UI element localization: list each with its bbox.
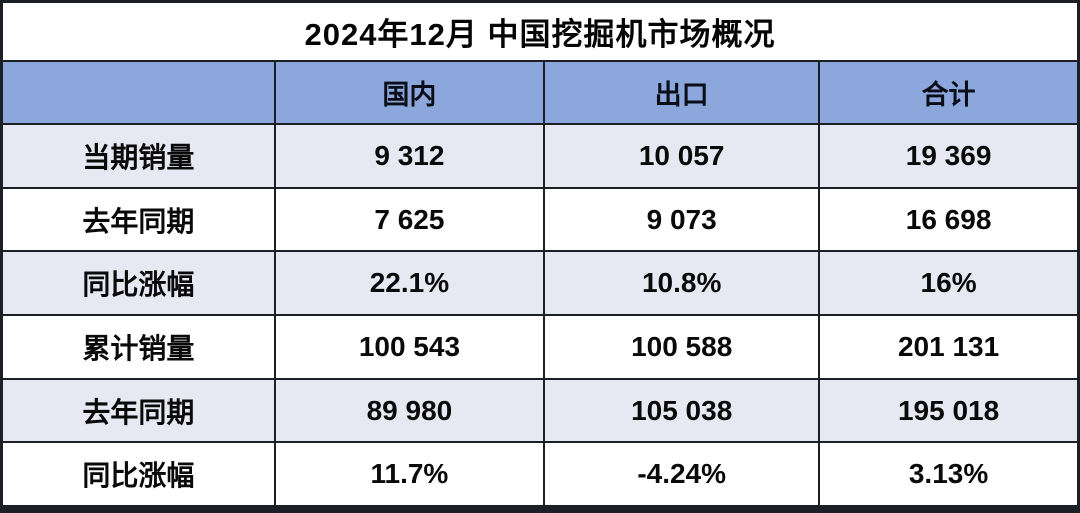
cell-total: 3.13% <box>818 443 1077 506</box>
row-label: 同比涨幅 <box>82 460 195 492</box>
table-title: 2024年12月 中国挖掘机市场概况 <box>304 17 776 52</box>
cell-domestic: 100 543 <box>273 316 544 378</box>
cell-total: 201 131 <box>818 316 1077 378</box>
row-label: 去年同期 <box>82 396 195 428</box>
cell-export: 100 588 <box>543 316 818 378</box>
row-label: 同比涨幅 <box>82 269 195 301</box>
row-label: 当期销量 <box>82 141 195 173</box>
table-row: 同比涨幅 11.7% -4.24% 3.13% <box>3 441 1077 506</box>
header-row: 国内 出口 合计 <box>3 62 1077 123</box>
data-table: 国内 出口 合计 当期销量 9 312 10 057 19 369 去年同期 7… <box>3 62 1077 506</box>
cell-domestic: 9 312 <box>273 125 544 187</box>
table-row: 累计销量 100 543 100 588 201 131 <box>3 314 1077 378</box>
row-label: 累计销量 <box>82 332 195 364</box>
cell-export: 10 057 <box>543 125 818 187</box>
table-row: 当期销量 9 312 10 057 19 369 <box>3 123 1077 187</box>
cell-export: 10.8% <box>543 252 818 315</box>
cell-domestic: 22.1% <box>273 252 544 315</box>
row-label: 去年同期 <box>82 205 195 237</box>
cell-total: 19 369 <box>818 125 1077 187</box>
column-header-export: 出口 <box>543 62 818 123</box>
cell-domestic: 7 625 <box>273 188 544 251</box>
cell-total: 16 698 <box>818 188 1077 251</box>
cell-export: -4.24% <box>543 443 818 506</box>
cell-total: 195 018 <box>818 379 1077 442</box>
cell-total: 16% <box>818 252 1077 315</box>
cell-export: 9 073 <box>543 188 818 251</box>
column-header-empty <box>3 62 274 123</box>
table-row: 去年同期 89 980 105 038 195 018 <box>3 377 1077 442</box>
cell-domestic: 11.7% <box>273 443 544 506</box>
cell-domestic: 89 980 <box>273 379 544 442</box>
column-header-total: 合计 <box>818 62 1077 123</box>
table-row: 去年同期 7 625 9 073 16 698 <box>3 186 1077 251</box>
column-header-domestic: 国内 <box>273 62 544 123</box>
table-row: 同比涨幅 22.1% 10.8% 16% <box>3 250 1077 315</box>
cell-export: 105 038 <box>543 379 818 442</box>
table-title-bar: 2024年12月 中国挖掘机市场概况 <box>3 3 1077 62</box>
